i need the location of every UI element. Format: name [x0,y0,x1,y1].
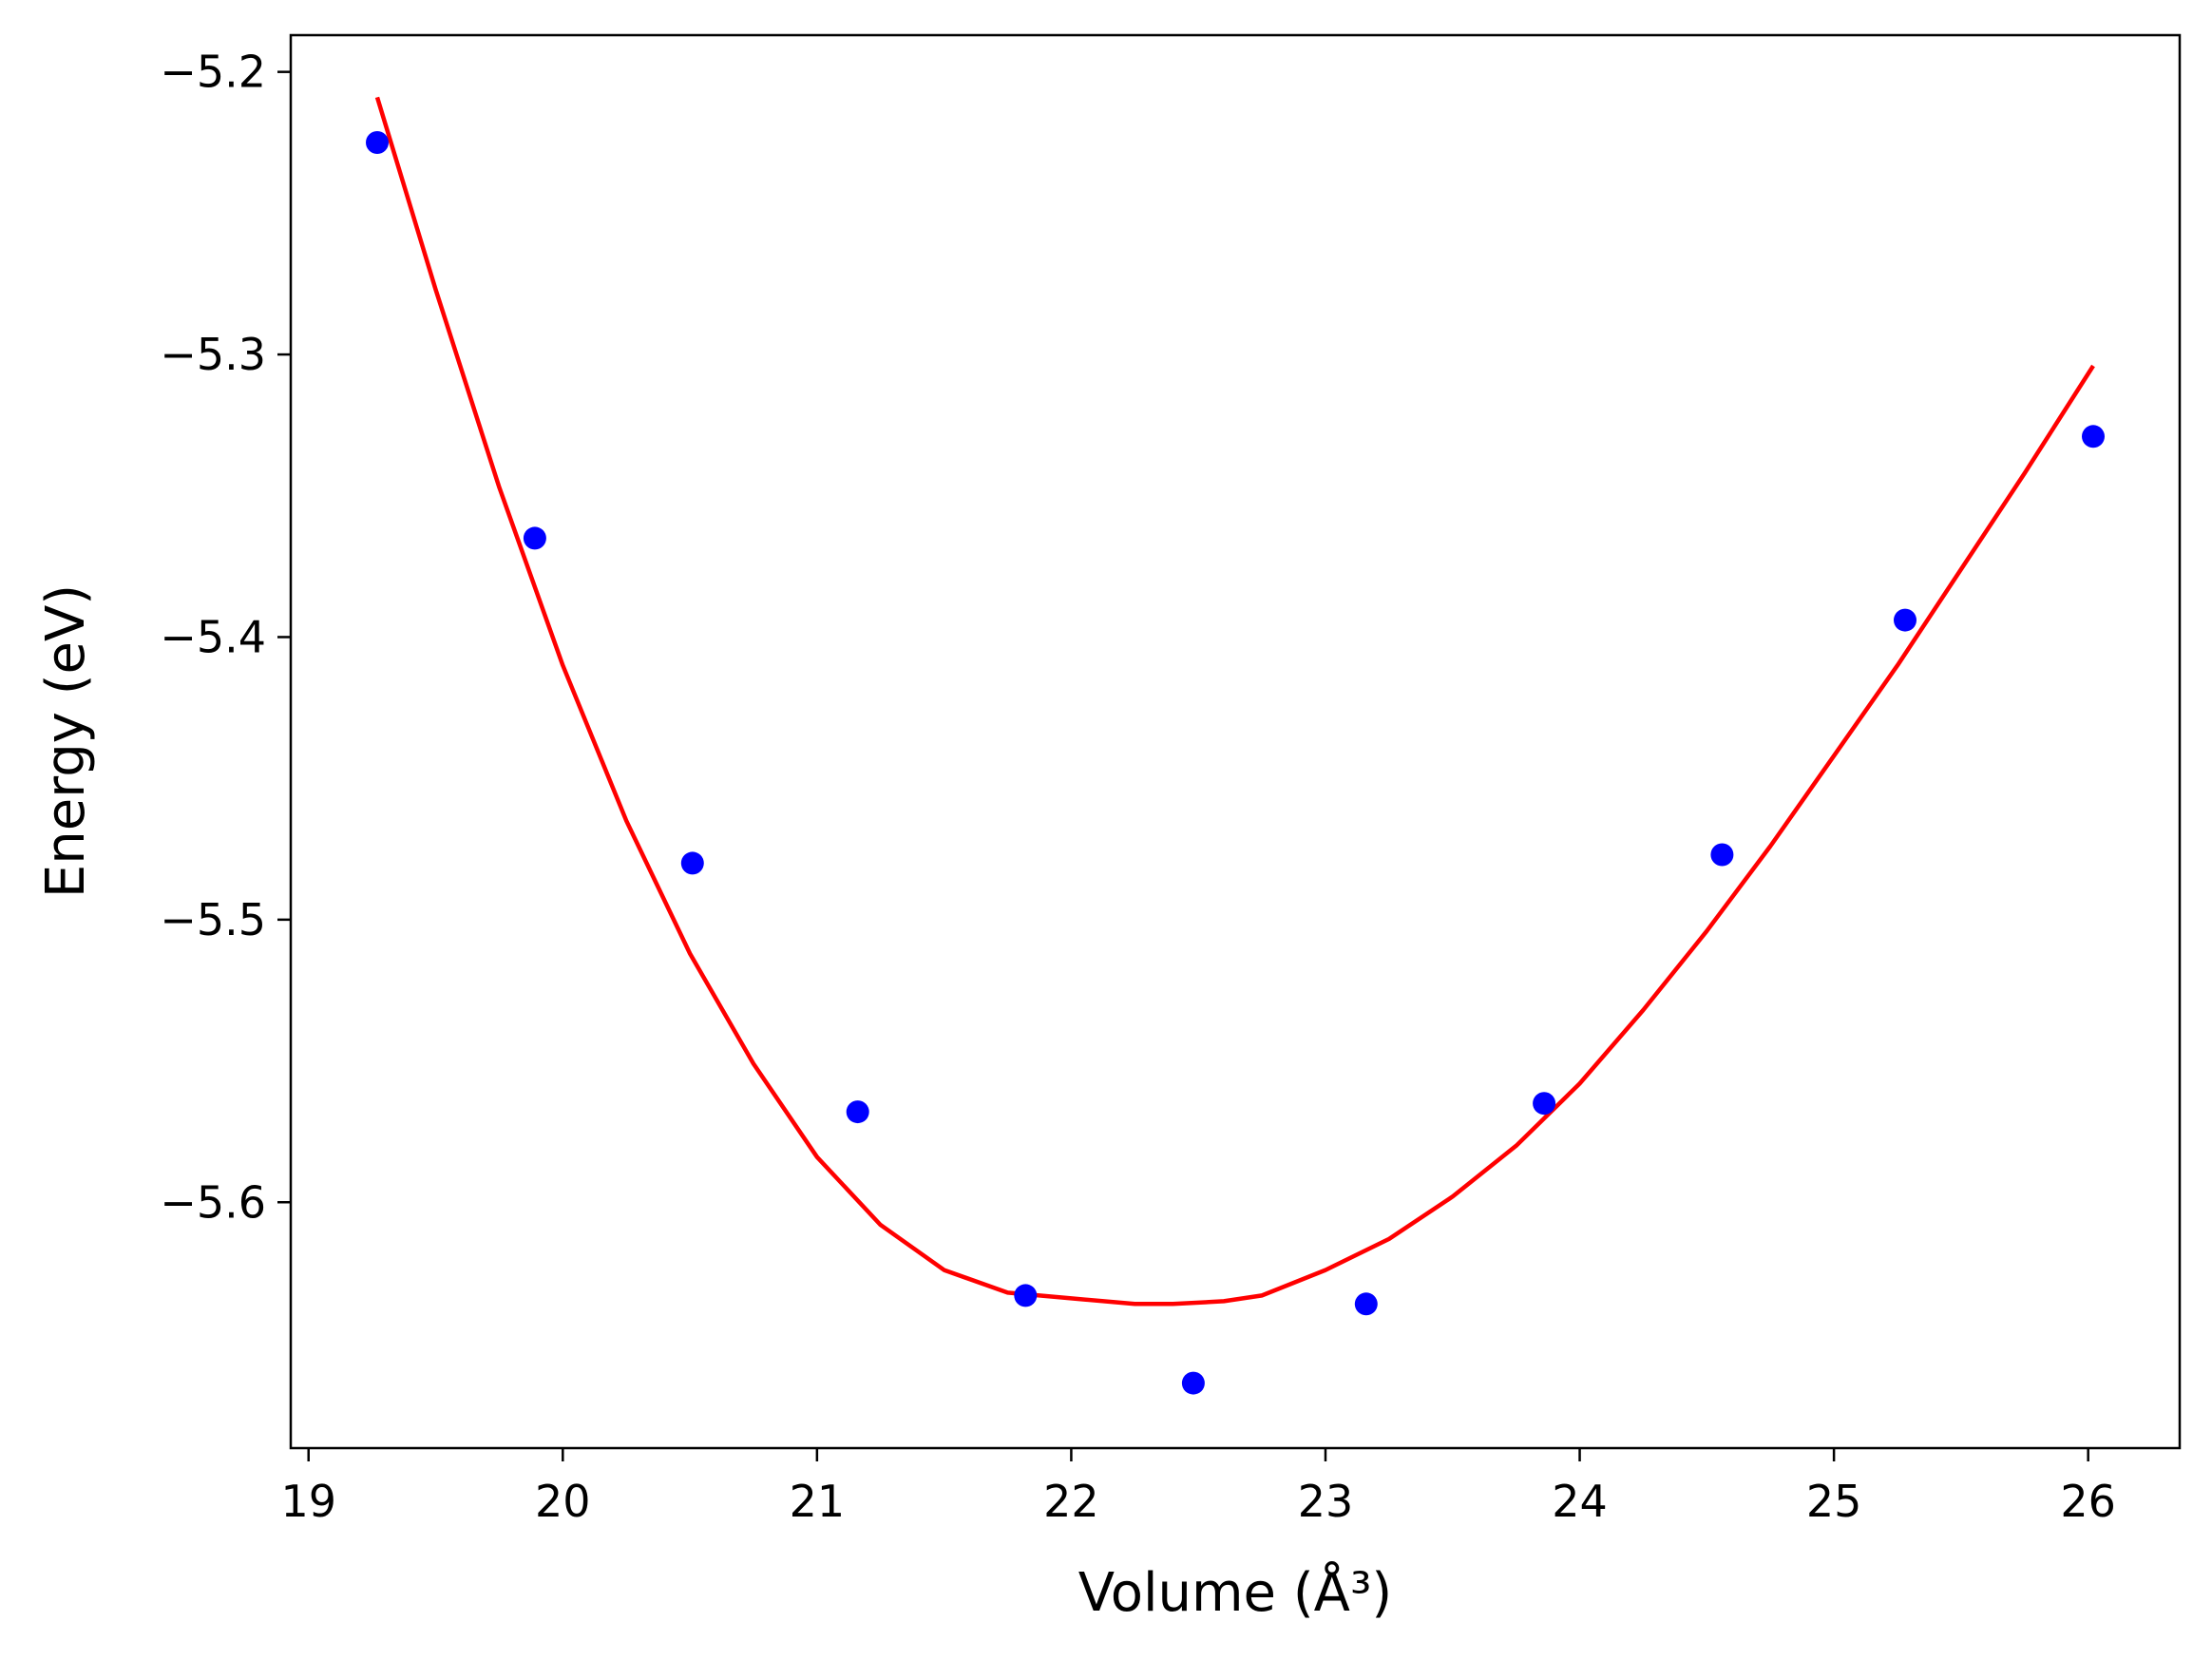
x-tick-label: 24 [1552,1476,1608,1527]
x-tick-label: 26 [2060,1476,2116,1527]
y-tick-label: −5.2 [160,47,266,98]
data-point [846,1100,869,1124]
data-point [1533,1092,1556,1116]
plot-background [291,35,2180,1448]
y-tick-label: −5.4 [160,611,266,662]
x-tick-label: 19 [280,1476,336,1527]
y-tick-label: −5.5 [160,894,266,945]
data-point [1354,1292,1378,1316]
fit-curve [374,96,2095,1307]
x-tick-label: 20 [535,1476,591,1527]
data-point [1014,1284,1038,1307]
data-point [680,851,704,875]
y-axis-ticks: −5.2 −5.3 −5.4 −5.5 −5.6 [160,47,291,1228]
fit-curve-layer [374,96,2095,1307]
data-point [1181,1371,1205,1395]
x-axis-title: Volume (Å³) [1078,1561,1393,1624]
data-point [2082,425,2105,448]
y-axis-title: Energy (eV) [35,584,97,898]
data-point [523,526,546,550]
data-point [1894,608,1916,632]
x-tick-label: 22 [1043,1476,1099,1527]
data-point [366,131,389,154]
x-tick-label: 25 [1806,1476,1862,1527]
x-tick-label: 21 [790,1476,846,1527]
y-tick-label: −5.6 [160,1176,266,1228]
plot-frame [289,33,2182,1450]
data-points-layer [366,131,2105,1395]
data-point [1710,843,1734,867]
y-tick-label: −5.3 [160,329,266,380]
x-axis-ticks: 19 20 21 22 23 24 25 26 [280,1448,2116,1527]
x-tick-label: 23 [1298,1476,1354,1527]
